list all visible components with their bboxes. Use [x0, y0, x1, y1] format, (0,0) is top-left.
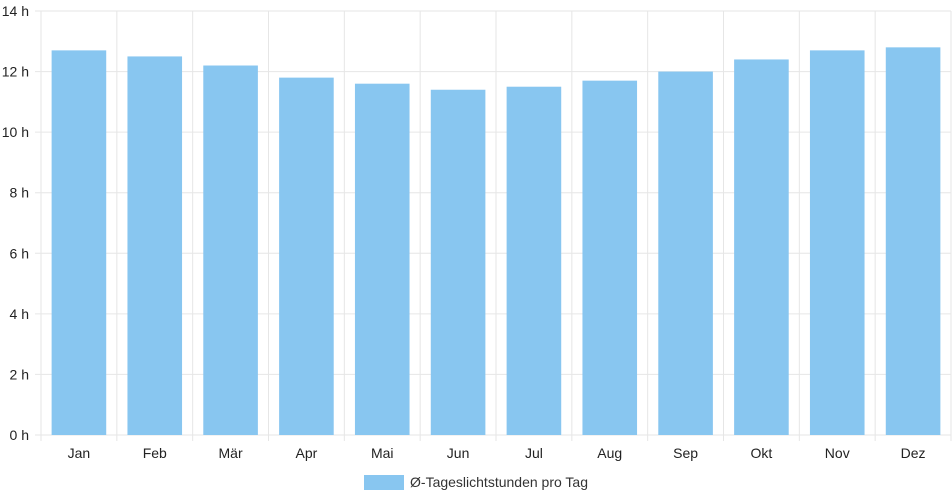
- x-axis-tick-labels: Jan Feb Mär Apr Mai Jun Jul Aug Sep Okt Nov Dez: [68, 445, 926, 461]
- bar[interactable]: [127, 56, 183, 436]
- x-tick-label: Dez: [901, 445, 926, 461]
- y-tick-label: 12 h: [2, 64, 29, 80]
- x-tick-label: Mai: [371, 445, 394, 461]
- x-tick-label: Jul: [525, 445, 543, 461]
- y-tick-label: 4 h: [10, 306, 29, 322]
- bar[interactable]: [279, 77, 334, 435]
- bar[interactable]: [809, 50, 865, 435]
- bar[interactable]: [734, 59, 789, 435]
- x-tick-label: Nov: [825, 445, 850, 461]
- bar[interactable]: [203, 65, 258, 435]
- bar[interactable]: [354, 83, 410, 435]
- bar[interactable]: [430, 89, 486, 435]
- x-tick-label: Mär: [219, 445, 243, 461]
- x-tick-label: Jan: [68, 445, 91, 461]
- x-tick-label: Okt: [751, 445, 773, 461]
- legend-item[interactable]: Ø-Tageslichtstunden pro Tag: [364, 474, 588, 490]
- x-tick-label: Feb: [143, 445, 167, 461]
- y-tick-label: 10 h: [2, 124, 29, 140]
- legend-label: Ø-Tageslichtstunden pro Tag: [410, 474, 588, 490]
- y-axis-tick-labels: 0 h 2 h 4 h 6 h 8 h 10 h 12 h 14 h: [2, 3, 29, 443]
- y-tick-label: 6 h: [10, 245, 29, 261]
- legend-swatch: [364, 474, 405, 490]
- legend: Ø-Tageslichtstunden pro Tag: [0, 470, 952, 494]
- y-tick-label: 2 h: [10, 366, 29, 382]
- x-tick-label: Sep: [673, 445, 698, 461]
- chart-area: 0 h 2 h 4 h 6 h 8 h 10 h 12 h 14 h Jan Feb Mär Apr…: [2, 3, 952, 461]
- x-tick-label: Aug: [597, 445, 622, 461]
- x-tick-label: Jun: [447, 445, 470, 461]
- bar[interactable]: [885, 47, 941, 435]
- y-tick-label: 14 h: [2, 3, 29, 19]
- bar[interactable]: [51, 50, 107, 435]
- bar[interactable]: [658, 71, 713, 436]
- bars: [51, 47, 941, 436]
- x-tick-label: Apr: [296, 445, 318, 461]
- y-tick-label: 8 h: [10, 185, 29, 201]
- grid-lines: [35, 10, 952, 441]
- bar[interactable]: [582, 80, 638, 436]
- y-tick-label: 0 h: [10, 427, 29, 443]
- bar[interactable]: [506, 86, 562, 435]
